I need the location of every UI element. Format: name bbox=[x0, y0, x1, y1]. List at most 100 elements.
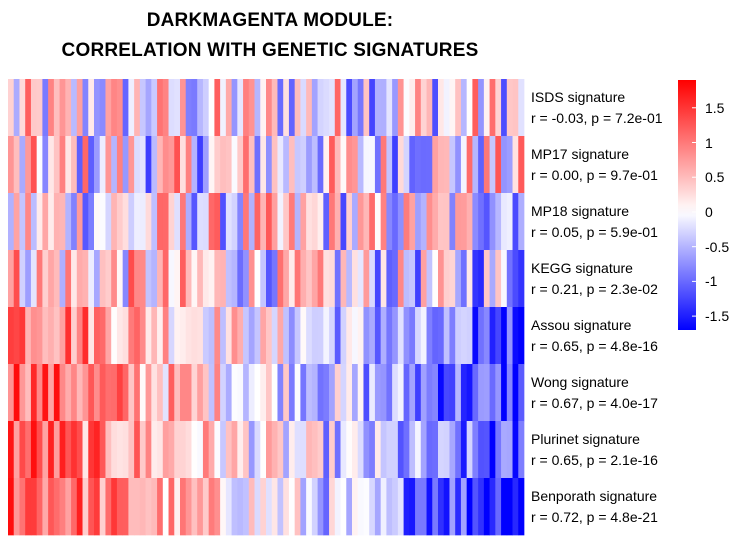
heatmap-cell bbox=[409, 307, 416, 365]
heatmap-cell bbox=[157, 136, 164, 194]
heatmap-cell bbox=[202, 136, 210, 194]
heatmap-cell bbox=[317, 478, 324, 536]
heatmap-cell bbox=[214, 478, 221, 536]
heatmap-cell bbox=[174, 307, 181, 365]
heatmap-cell bbox=[294, 421, 301, 479]
heatmap-cell bbox=[478, 79, 485, 137]
heatmap-cell bbox=[357, 193, 364, 251]
heatmap-cell bbox=[369, 136, 376, 194]
heatmap-cell bbox=[472, 478, 479, 536]
heatmap-cell bbox=[426, 250, 433, 308]
heatmap-cell bbox=[426, 307, 433, 365]
heatmap-cell bbox=[426, 478, 433, 536]
heatmap-cell bbox=[449, 421, 456, 479]
heatmap-cell bbox=[334, 307, 341, 365]
heatmap-cell bbox=[25, 421, 32, 479]
heatmap-cell bbox=[202, 421, 210, 479]
chart-title-line-2: CORRELATION WITH GENETIC SIGNATURES bbox=[61, 40, 479, 61]
row-label-stats: r = 0.67, p = 4.0e-17 bbox=[531, 394, 658, 411]
heatmap-cell bbox=[151, 193, 158, 251]
heatmap-cell bbox=[420, 136, 427, 194]
heatmap-cell bbox=[168, 364, 175, 422]
heatmap-cell bbox=[19, 250, 26, 308]
heatmap-cell bbox=[105, 478, 112, 536]
heatmap-cell bbox=[363, 79, 370, 137]
heatmap-cell bbox=[174, 79, 181, 137]
heatmap-cell bbox=[25, 193, 32, 251]
heatmap-cell bbox=[243, 364, 250, 422]
heatmap-cell bbox=[483, 307, 490, 365]
heatmap-cell bbox=[438, 307, 445, 365]
heatmap-cell bbox=[53, 421, 60, 479]
heatmap-cell bbox=[208, 250, 215, 308]
heatmap-cell bbox=[340, 250, 347, 308]
heatmap-cell bbox=[220, 364, 227, 422]
heatmap-cell bbox=[8, 79, 15, 137]
heatmap-cell bbox=[225, 364, 232, 422]
heatmap-cell bbox=[283, 136, 290, 194]
heatmap-cell bbox=[340, 307, 347, 365]
heatmap-cell bbox=[288, 250, 296, 308]
heatmap-cell bbox=[329, 136, 336, 194]
heatmap-cell bbox=[323, 421, 330, 479]
heatmap-cell bbox=[369, 478, 376, 536]
heatmap-cell bbox=[478, 136, 485, 194]
heatmap-cell bbox=[76, 307, 83, 365]
heatmap-cell bbox=[363, 421, 370, 479]
heatmap-cell bbox=[99, 193, 106, 251]
heatmap-cell bbox=[403, 250, 410, 308]
heatmap-cell bbox=[386, 136, 393, 194]
heatmap-cell bbox=[518, 364, 525, 422]
heatmap-cell bbox=[403, 193, 410, 251]
heatmap-cell bbox=[271, 364, 278, 422]
heatmap-cell bbox=[180, 364, 187, 422]
heatmap-cell bbox=[243, 421, 250, 479]
heatmap-cell bbox=[53, 307, 60, 365]
heatmap-cell bbox=[111, 307, 118, 365]
heatmap-cell bbox=[202, 250, 210, 308]
heatmap-cell bbox=[306, 136, 313, 194]
heatmap-cell bbox=[266, 136, 273, 194]
heatmap-cell bbox=[139, 250, 146, 308]
heatmap-cell bbox=[145, 136, 152, 194]
heatmap-cell bbox=[501, 136, 508, 194]
heatmap-cell bbox=[334, 421, 341, 479]
heatmap-cell bbox=[438, 250, 445, 308]
heatmap-cell bbox=[8, 136, 15, 194]
heatmap-cell bbox=[443, 421, 450, 479]
heatmap-cell bbox=[472, 250, 479, 308]
heatmap-cell bbox=[208, 79, 215, 137]
heatmap-cell bbox=[512, 307, 519, 365]
heatmap-cell bbox=[449, 79, 456, 137]
heatmap-cell bbox=[357, 307, 364, 365]
heatmap-cell bbox=[334, 136, 341, 194]
color-scale-tick-label: 0.5 bbox=[705, 169, 725, 186]
heatmap-cell bbox=[512, 136, 519, 194]
heatmap-cell bbox=[128, 421, 135, 479]
heatmap-cell bbox=[191, 250, 198, 308]
heatmap-cell bbox=[42, 79, 49, 137]
heatmap-cell bbox=[202, 307, 210, 365]
heatmap-cell bbox=[512, 79, 519, 137]
heatmap-cell bbox=[386, 478, 393, 536]
heatmap-cell bbox=[122, 364, 129, 422]
heatmap-cell bbox=[145, 421, 152, 479]
heatmap-cell bbox=[397, 421, 404, 479]
heatmap-cell bbox=[506, 307, 513, 365]
heatmap-cell bbox=[380, 421, 387, 479]
heatmap-cell bbox=[76, 250, 83, 308]
heatmap-cell bbox=[420, 193, 427, 251]
heatmap-cell bbox=[294, 250, 301, 308]
heatmap-cell bbox=[53, 136, 60, 194]
color-scale-tick-label: -0.5 bbox=[705, 238, 730, 255]
heatmap-cell bbox=[225, 136, 232, 194]
heatmap-cell bbox=[134, 193, 141, 251]
heatmap-cell bbox=[346, 193, 353, 251]
heatmap-cell bbox=[460, 193, 468, 251]
heatmap-cell bbox=[495, 478, 502, 536]
heatmap-cell bbox=[180, 193, 187, 251]
heatmap-cell bbox=[260, 136, 267, 194]
heatmap-cell bbox=[116, 79, 124, 137]
heatmap-cell bbox=[116, 421, 124, 479]
